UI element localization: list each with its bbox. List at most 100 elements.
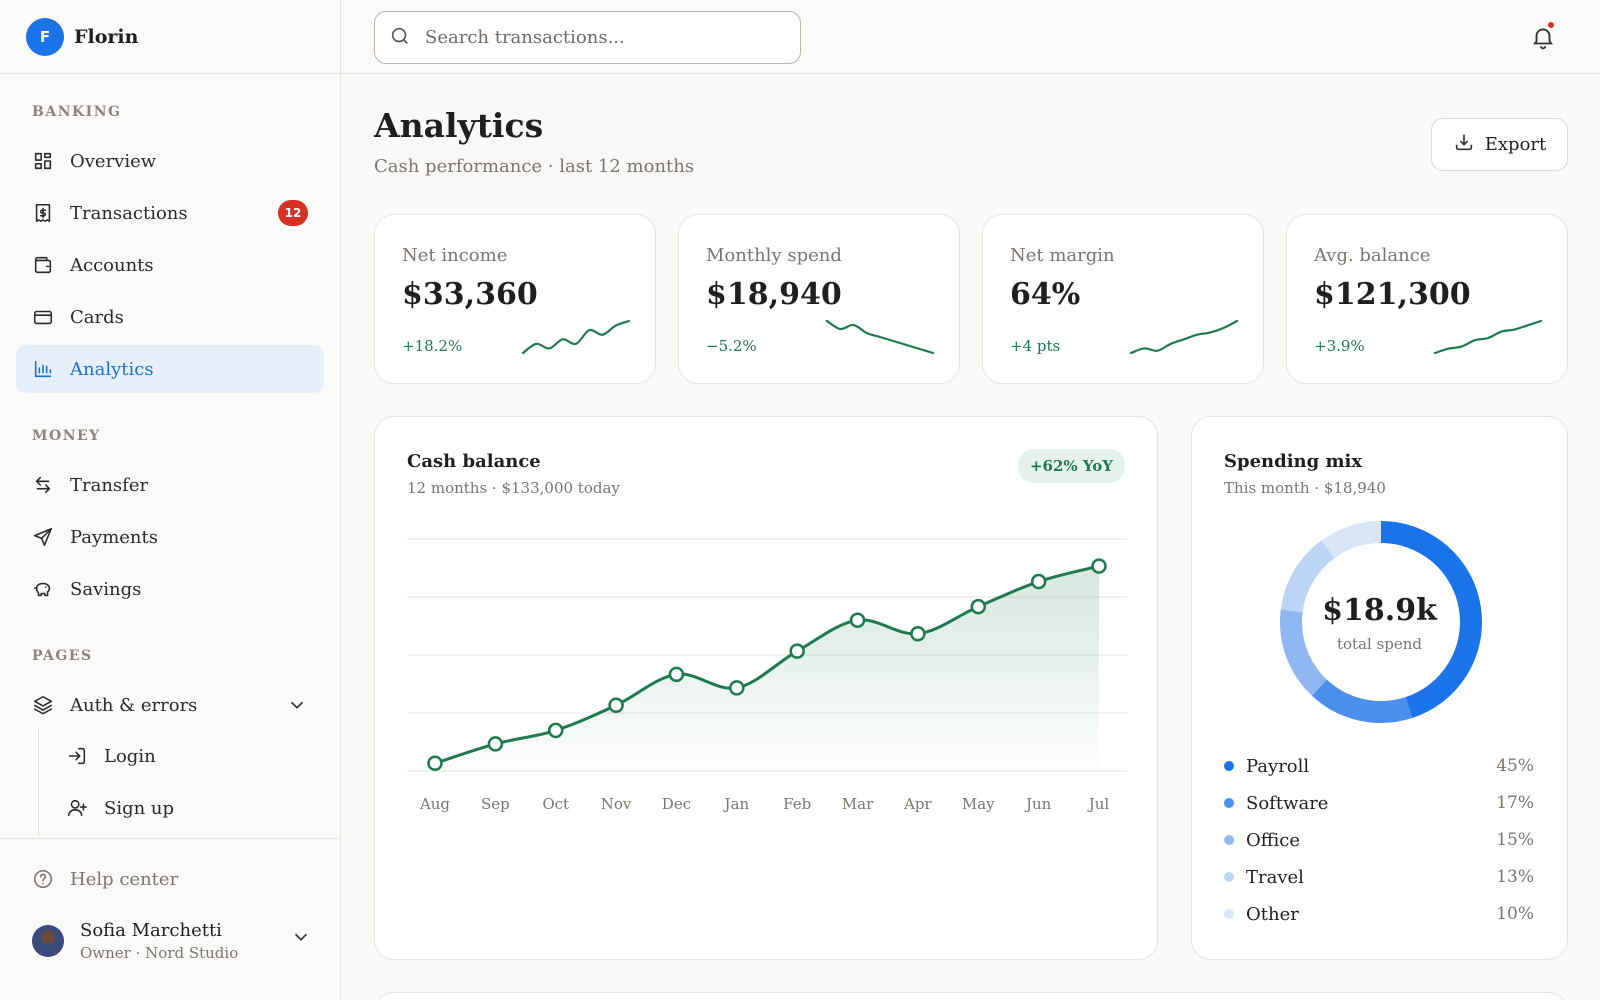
card-subtitle: 12 months · $133,000 today — [407, 479, 620, 497]
notifications-button[interactable] — [1530, 20, 1556, 50]
legend-pct: 17% — [1496, 793, 1534, 813]
section-label-money: MONEY — [32, 428, 101, 444]
card-icon — [32, 306, 54, 328]
legend-dot — [1224, 761, 1234, 771]
legend-item-other: Other 10% — [1224, 899, 1534, 929]
sidebar: F Florin BANKING Overview Transactions 1… — [0, 0, 341, 1000]
data-point[interactable] — [668, 666, 685, 683]
data-point[interactable] — [849, 612, 866, 628]
sidebar-item-label: Accounts — [70, 254, 154, 276]
sidebar-item-login[interactable]: Login — [50, 733, 324, 779]
brand-logo: F — [26, 17, 64, 56]
kpi-sparkline — [1129, 319, 1239, 355]
data-point[interactable] — [910, 625, 926, 642]
data-point[interactable] — [427, 755, 443, 772]
legend-dot — [1224, 835, 1234, 845]
notification-dot — [1546, 20, 1556, 30]
send-icon — [32, 526, 54, 548]
sidebar-item-label: Overview — [70, 150, 157, 172]
sidebar-item-auth-errors[interactable]: Auth & errors — [16, 681, 324, 729]
x-tick-label: Aug — [419, 795, 450, 813]
sidebar-item-label: Transactions — [70, 202, 188, 224]
kpi-label: Monthly spend — [706, 245, 842, 266]
piggy-bank-icon — [32, 578, 54, 600]
section-label-banking: BANKING — [32, 104, 122, 120]
chevron-down-icon — [286, 694, 308, 716]
sidebar-item-sign-up[interactable]: Sign up — [50, 785, 324, 831]
sidebar-item-payments[interactable]: Payments — [16, 513, 324, 561]
kpi-value: $18,940 — [706, 277, 842, 312]
sidebar-item-analytics[interactable]: Analytics — [16, 345, 324, 393]
donut-center-value: $18.9k — [1322, 593, 1437, 628]
search-input[interactable] — [425, 27, 785, 48]
kpi-card-net-margin: Net margin 64% +4 pts — [982, 214, 1264, 384]
data-point[interactable] — [1091, 558, 1107, 574]
cash-balance-chart: Aug Sep Oct Nov Dec Jan Feb Mar Apr May Jun Jul — [407, 538, 1127, 813]
sidebar-item-overview[interactable]: Overview — [16, 137, 324, 185]
data-point[interactable] — [729, 680, 745, 696]
data-point[interactable] — [487, 736, 504, 752]
donut-segment[interactable] — [1311, 679, 1413, 723]
legend-label: Software — [1246, 792, 1329, 814]
sidebar-item-transactions[interactable]: Transactions 12 — [16, 189, 324, 237]
data-point[interactable] — [608, 697, 624, 714]
user-menu[interactable]: Sofia Marchetti Owner · Nord Studio — [32, 920, 312, 962]
data-point[interactable] — [1030, 573, 1047, 590]
layers-icon — [32, 694, 54, 716]
x-tick-label: Dec — [662, 795, 691, 813]
legend-label: Office — [1246, 829, 1301, 851]
sidebar-item-savings[interactable]: Savings — [16, 565, 324, 613]
kpi-delta: +4 pts — [1010, 337, 1061, 355]
legend-label: Other — [1246, 903, 1299, 925]
sidebar-item-cards[interactable]: Cards — [16, 293, 324, 341]
sparkline-path — [1433, 319, 1543, 355]
sparkline-path — [1129, 319, 1239, 355]
donut-segment[interactable] — [1380, 521, 1482, 719]
export-button[interactable]: Export — [1431, 118, 1568, 171]
kpi-sparkline — [1433, 319, 1543, 355]
card-title: Cash balance — [407, 451, 541, 472]
sidebar-item-label: Transfer — [70, 474, 149, 496]
legend-label: Travel — [1246, 866, 1304, 888]
search-icon — [389, 25, 411, 51]
yoy-badge: +62% YoY — [1017, 449, 1125, 483]
sidebar-item-accounts[interactable]: Accounts — [16, 241, 324, 289]
kpi-label: Net margin — [1010, 245, 1115, 266]
kpi-value: $33,360 — [402, 277, 538, 312]
kpi-card-monthly-spend: Monthly spend $18,940 −5.2% — [678, 214, 960, 384]
data-point[interactable] — [547, 722, 564, 739]
avatar — [32, 925, 64, 957]
data-point[interactable] — [970, 598, 987, 615]
x-tick-label: Jan — [723, 795, 750, 813]
spending-mix-card: Spending mix This month · $18,940 $18.9k… — [1191, 416, 1568, 960]
kpi-card-avg-balance: Avg. balance $121,300 +3.9% — [1286, 214, 1568, 384]
donut-segment[interactable] — [1280, 609, 1328, 696]
kpi-label: Net income — [402, 245, 508, 266]
brand[interactable]: F Florin — [0, 0, 340, 74]
x-tick-label: Mar — [842, 795, 874, 813]
legend-item-office: Office 15% — [1224, 825, 1534, 855]
kpi-sparkline — [825, 319, 935, 355]
sidebar-item-label: Cards — [70, 306, 124, 328]
topbar — [341, 0, 1600, 74]
donut-segment[interactable] — [1321, 521, 1382, 559]
data-point[interactable] — [789, 643, 805, 659]
help-center-link[interactable]: Help center — [16, 856, 178, 902]
donut-segment[interactable] — [1280, 540, 1335, 613]
search-box[interactable] — [374, 11, 801, 64]
donut-center-label: total spend — [1336, 635, 1423, 653]
page-title: Analytics — [374, 106, 544, 145]
x-tick-label: Jun — [1024, 795, 1052, 813]
x-tick-label: Nov — [601, 795, 632, 813]
bar-chart-icon — [32, 358, 54, 380]
area-fill — [435, 566, 1099, 771]
legend-label: Payroll — [1246, 755, 1310, 777]
kpi-delta: −5.2% — [706, 337, 757, 355]
x-tick-label: May — [962, 795, 995, 813]
kpi-delta: +3.9% — [1314, 337, 1365, 355]
kpi-value: $121,300 — [1314, 277, 1471, 312]
download-icon — [1453, 131, 1485, 158]
x-tick-label: Jul — [1087, 795, 1110, 813]
sidebar-item-transfer[interactable]: Transfer — [16, 461, 324, 509]
x-tick-label: Oct — [542, 795, 569, 813]
